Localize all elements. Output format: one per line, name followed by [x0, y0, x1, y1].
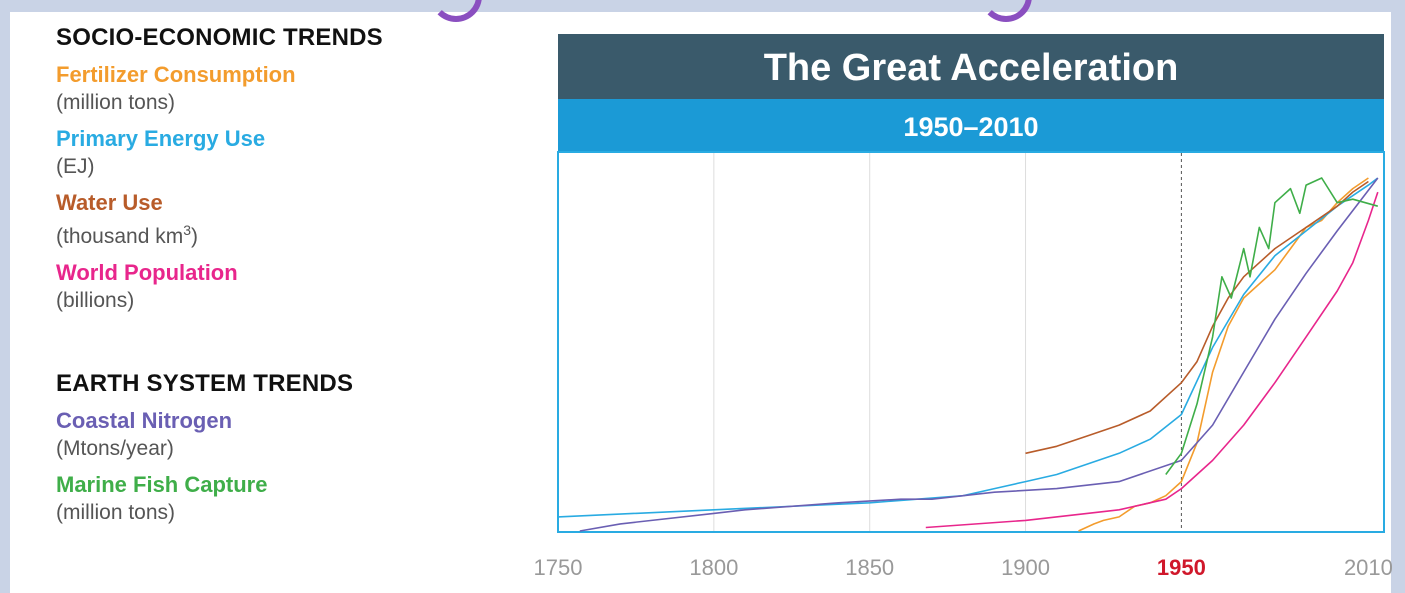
legend-name: Water Use: [56, 190, 163, 215]
legend-name: Coastal Nitrogen: [56, 408, 233, 433]
legend-item-fish: Marine Fish Capture (million tons): [56, 470, 496, 526]
socio-economic-heading: SOCIO-ECONOMIC TRENDS: [56, 24, 383, 51]
legend-item-water: Water Use (thousand km3): [56, 188, 496, 250]
series-line-water-use: [1025, 180, 1369, 455]
unit-close: ): [191, 225, 199, 248]
great-acceleration-chart: The Great Acceleration 1950–2010 1750 180…: [534, 34, 1393, 580]
series-line-world-population: [925, 191, 1379, 529]
window-frame-left: [0, 0, 10, 593]
plot-area: [557, 151, 1385, 533]
legend-item-nitrogen: Coastal Nitrogen (Mtons/year): [56, 406, 496, 462]
x-tick-label: 1800: [689, 555, 738, 580]
legend-unit: (Mtons/year): [56, 437, 174, 460]
legend-name: Primary Energy Use: [56, 126, 266, 151]
chart-title: The Great Acceleration: [764, 47, 1179, 89]
chart-container: The Great Acceleration 1950–2010 1750 180…: [520, 28, 1400, 588]
series-lines: [557, 177, 1379, 532]
x-tick-label: 1850: [845, 555, 894, 580]
legend-item-population: World Population (billions): [56, 258, 496, 314]
subtitle-bar: [558, 99, 1384, 152]
legend-unit: (EJ): [56, 155, 95, 178]
legend-unit: (million tons): [56, 501, 176, 524]
decorative-arc: [430, 0, 482, 22]
series-line-marine-fish-capture: [1165, 177, 1379, 475]
series-line-coastal-nitrogen: [579, 177, 1379, 532]
x-tick-label: 1950: [1157, 555, 1206, 580]
legend-name: Marine Fish Capture: [56, 472, 268, 497]
x-tick-label: 2010: [1344, 555, 1393, 580]
x-axis-ticks: 1750 1800 1850 1900 1950 2010: [534, 555, 1393, 580]
legend-item-energy: Primary Energy Use (EJ): [56, 124, 496, 180]
earth-system-heading: EARTH SYSTEM TRENDS: [56, 370, 354, 397]
window-frame-top: [0, 0, 1405, 22]
unit-text: (thousand km: [56, 225, 184, 248]
x-tick-label: 1900: [1001, 555, 1050, 580]
x-tick-label: 1750: [534, 555, 583, 580]
gridlines: [713, 153, 1182, 531]
legend-unit: (thousand km3): [56, 217, 496, 250]
legend-panel: SOCIO-ECONOMIC TRENDS Fertilizer Consump…: [56, 24, 496, 534]
title-bar: [558, 34, 1384, 99]
legend-name: Fertilizer Consumption: [56, 62, 296, 87]
legend-unit: (billions): [56, 289, 135, 312]
decorative-arc: [980, 0, 1032, 22]
legend-unit: (million tons): [56, 91, 176, 114]
unit-superscript: 3: [183, 222, 192, 238]
legend-item-fertilizer: Fertilizer Consumption (million tons): [56, 60, 496, 116]
legend-name: World Population: [56, 260, 238, 285]
window-frame-right: [1391, 0, 1405, 593]
chart-subtitle: 1950–2010: [903, 112, 1038, 142]
